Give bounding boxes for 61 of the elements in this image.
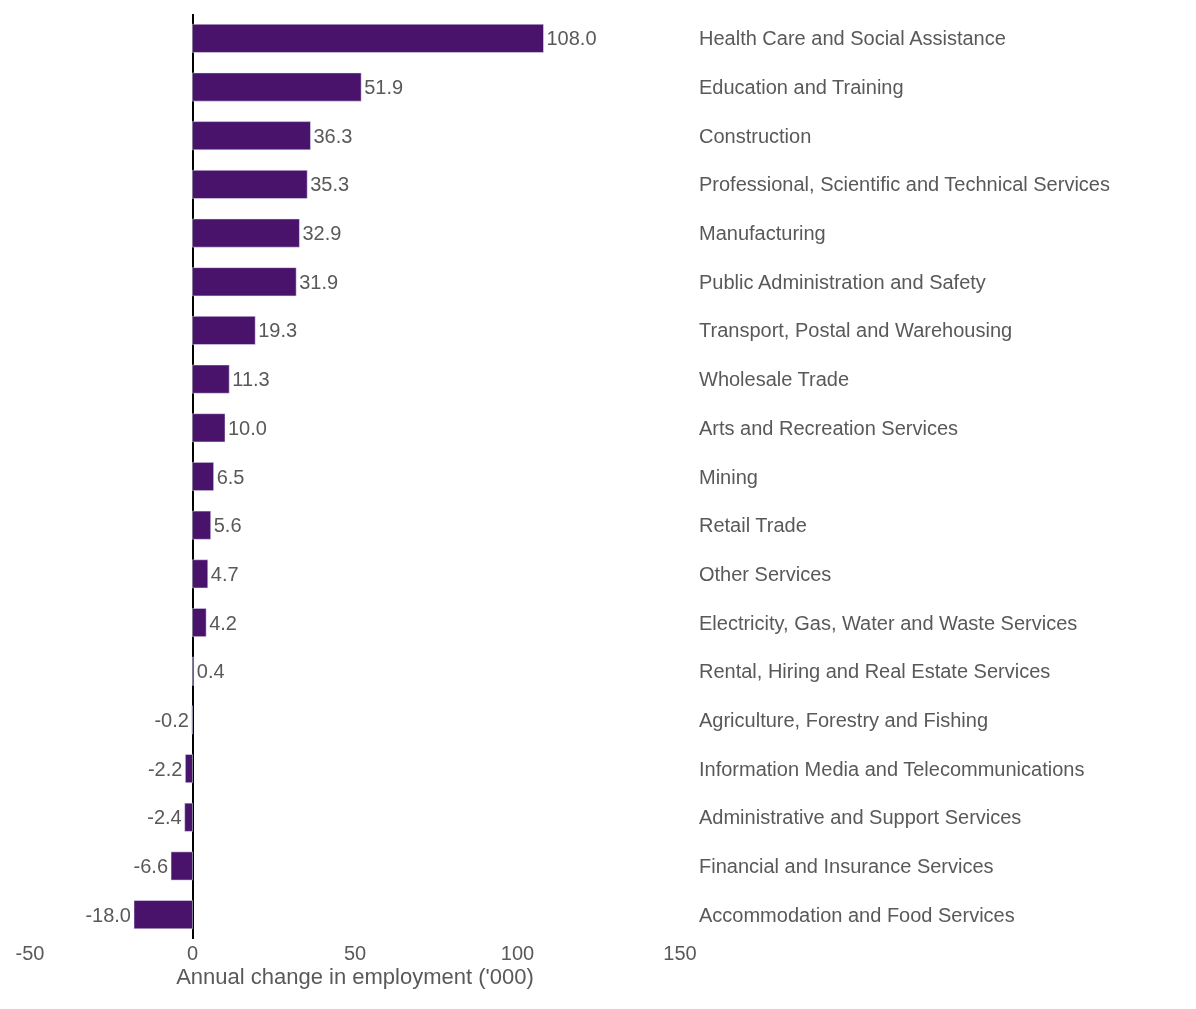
bar — [192, 170, 308, 199]
y-tick-label: Health Care and Social Assistance — [699, 27, 1006, 50]
data-label: 31.9 — [299, 270, 339, 293]
y-tick-label: Financial and Insurance Services — [699, 854, 994, 877]
bar — [192, 413, 226, 443]
bar — [192, 218, 300, 248]
bar — [192, 72, 362, 102]
bar — [192, 608, 207, 637]
data-label: 11.3 — [232, 368, 270, 391]
data-label: 4.2 — [209, 611, 237, 634]
y-tick-label: Other Services — [699, 562, 832, 585]
y-tick-label: Arts and Recreation Services — [699, 416, 959, 439]
x-axis-title: Annual change in employment ('000) — [176, 964, 534, 989]
bar — [192, 510, 211, 540]
y-tick-label: Education and Training — [699, 76, 904, 99]
data-label: 19.3 — [258, 319, 298, 342]
data-label: 6.5 — [216, 465, 245, 488]
y-tick-label: Accommodation and Food Services — [699, 903, 1015, 926]
y-tick-label: Mining — [699, 465, 758, 488]
data-label: -0.2 — [154, 708, 189, 731]
y-tick-label: Professional, Scientific and Technical Services — [699, 173, 1110, 196]
y-tick-label: Electricity, Gas, Water and Waste Services — [699, 611, 1078, 634]
y-tick-label: Agriculture, Forestry and Fishing — [699, 708, 989, 731]
data-label: -18.0 — [85, 903, 131, 926]
y-tick-label: Manufacturing — [699, 222, 826, 245]
bar — [192, 23, 544, 53]
bar — [170, 851, 193, 881]
y-tick-label: Administrative and Support Services — [699, 806, 1022, 829]
y-tick-label: Transport, Postal and Warehousing — [699, 319, 1013, 342]
x-tick-label: 0 — [186, 942, 199, 964]
data-label: 32.9 — [302, 222, 342, 245]
bar — [185, 754, 193, 783]
x-tick-label: 100 — [500, 942, 535, 964]
y-tick-label: Rental, Hiring and Real Estate Services — [699, 660, 1051, 683]
x-tick-label: -50 — [15, 942, 45, 964]
y-tick-label: Information Media and Telecommunications — [699, 757, 1085, 780]
data-label: 5.6 — [213, 514, 242, 537]
data-label: -2.4 — [147, 806, 182, 829]
y-tick-label: Public Administration and Safety — [699, 270, 986, 293]
bar — [192, 462, 214, 491]
y-tick-label: Construction — [699, 124, 812, 147]
data-label: 35.3 — [310, 173, 350, 196]
data-label: 0.4 — [196, 660, 225, 683]
bar — [192, 559, 209, 589]
y-tick-label: Wholesale Trade — [699, 368, 850, 391]
data-label: 36.3 — [313, 124, 353, 147]
bar — [184, 802, 193, 832]
bar — [192, 364, 230, 394]
y-tick-label: Retail Trade — [699, 514, 807, 537]
x-tick-label: 150 — [663, 942, 697, 964]
data-label: 4.7 — [210, 562, 239, 585]
bar — [133, 900, 193, 930]
data-label: 10.0 — [228, 416, 267, 439]
data-label: 51.9 — [364, 76, 404, 99]
bar — [192, 267, 297, 297]
data-label: -6.6 — [133, 854, 169, 877]
data-label: 108.0 — [546, 27, 597, 50]
bar — [192, 121, 311, 151]
data-label: -2.2 — [147, 757, 183, 780]
bar — [192, 316, 256, 345]
x-tick-label: 50 — [343, 942, 367, 964]
